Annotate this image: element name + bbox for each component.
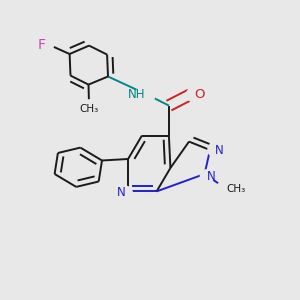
- Circle shape: [136, 85, 155, 104]
- Circle shape: [38, 38, 53, 52]
- Text: CH₃: CH₃: [80, 104, 99, 114]
- Circle shape: [200, 170, 214, 183]
- Text: N: N: [117, 186, 126, 200]
- Circle shape: [187, 87, 202, 102]
- Text: NH: NH: [128, 88, 146, 101]
- Circle shape: [80, 100, 98, 118]
- Text: O: O: [194, 88, 205, 101]
- Text: CH₃: CH₃: [226, 184, 245, 194]
- Text: N: N: [214, 143, 223, 157]
- Circle shape: [217, 180, 235, 198]
- Circle shape: [119, 186, 132, 200]
- Circle shape: [208, 143, 221, 157]
- Text: F: F: [38, 38, 46, 52]
- Text: N: N: [207, 170, 216, 183]
